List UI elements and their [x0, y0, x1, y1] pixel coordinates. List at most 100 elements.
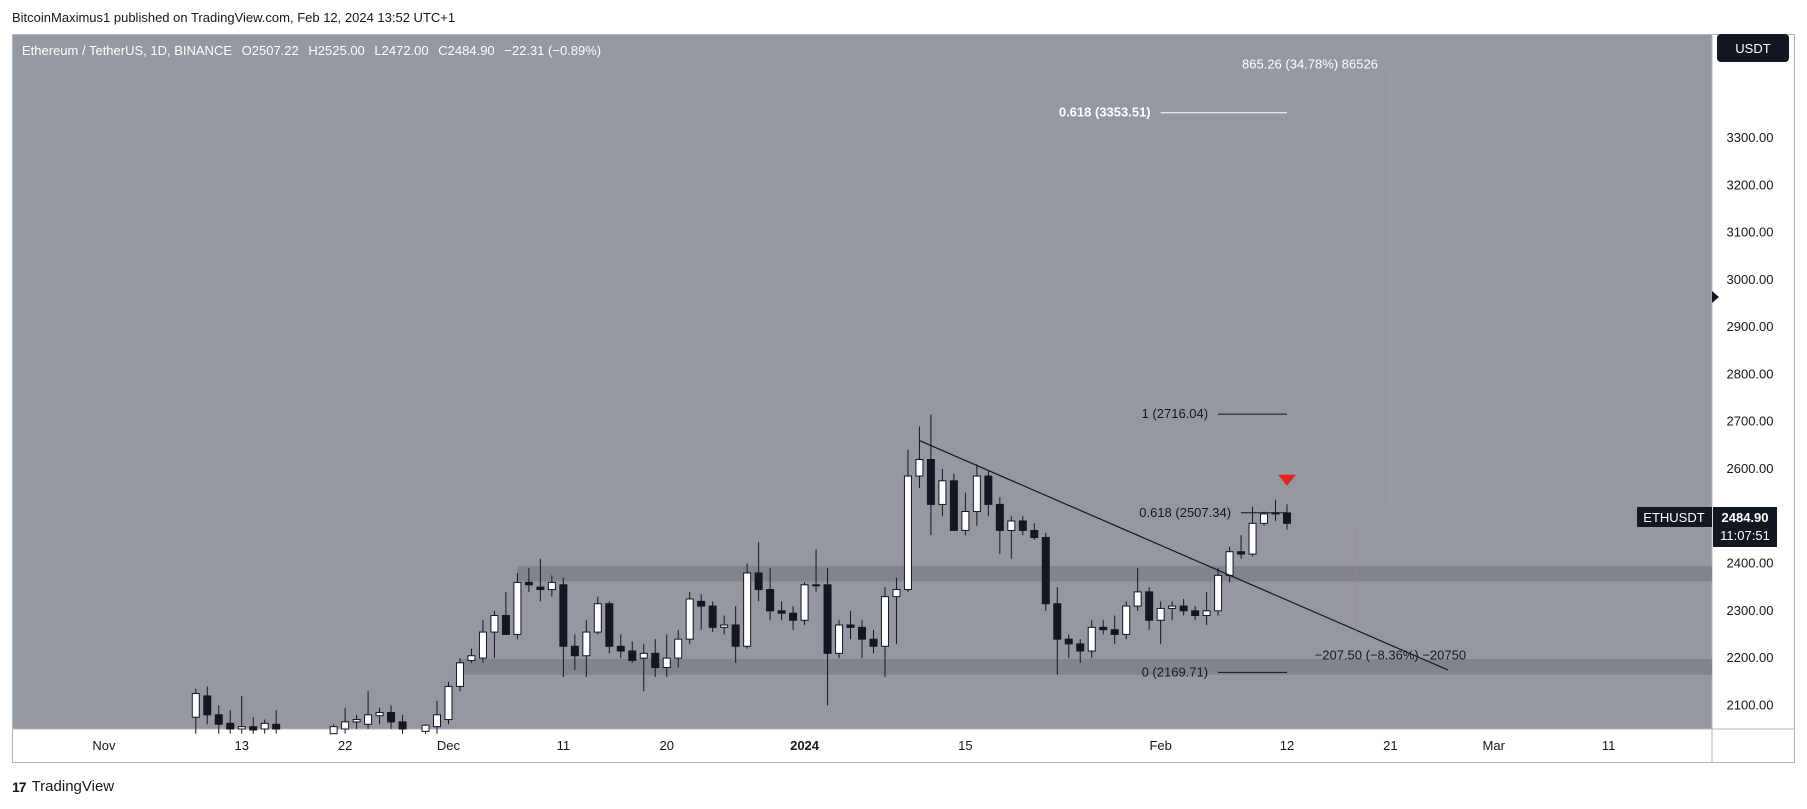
- candle: [1064, 634, 1073, 659]
- y-tick-label: 3200.00: [1727, 177, 1774, 192]
- candle-body-up: [478, 631, 487, 659]
- candle: [846, 610, 855, 640]
- y-tick-label: 2700.00: [1727, 414, 1774, 429]
- time-axis: [12, 729, 1712, 763]
- candle: [226, 710, 235, 734]
- candle-body-up: [421, 724, 430, 732]
- candle: [972, 464, 981, 526]
- candle-body-up: [352, 719, 361, 723]
- currency-button-label: USDT: [1735, 41, 1770, 56]
- candle-body-up: [880, 596, 889, 647]
- footer[interactable]: 17 TradingView: [12, 778, 114, 795]
- candle: [1145, 587, 1154, 630]
- candle-body-up: [329, 726, 338, 735]
- fib-level-label: 0 (2169.71): [1142, 664, 1209, 679]
- candle: [651, 639, 660, 677]
- candle-body-down: [501, 615, 510, 635]
- candle: [743, 563, 752, 649]
- candle-body-up: [743, 572, 752, 647]
- horizontal-zone: [517, 565, 1712, 582]
- candle-body-down: [1283, 512, 1291, 524]
- candle-body-down: [1053, 603, 1062, 640]
- scroll-marker-icon[interactable]: [1712, 291, 1719, 303]
- candle: [352, 714, 361, 729]
- legend-high-label: H: [308, 43, 317, 58]
- candle-body-down: [1041, 537, 1050, 605]
- candle-body-up: [341, 721, 350, 730]
- candle-body-up: [685, 598, 694, 640]
- y-tick-label: 2800.00: [1727, 366, 1774, 381]
- candle: [892, 577, 901, 644]
- candle-body-down: [628, 650, 637, 661]
- legend-close: 2484.90: [448, 43, 495, 58]
- horizontal-zone: [459, 659, 1713, 675]
- candle-body-up: [1214, 574, 1223, 612]
- candle-body-up: [903, 475, 912, 591]
- footer-brand: TradingView: [31, 778, 115, 795]
- candle-body-down: [1018, 520, 1027, 531]
- candle: [903, 450, 912, 592]
- candle: [1030, 523, 1039, 540]
- candle-body-down: [387, 711, 396, 723]
- candle: [387, 705, 396, 729]
- candle-body-down: [651, 652, 660, 669]
- chart-frame: 0.618 (3353.51) 1 (2716.04) 0.618 (2507.34…: [12, 34, 1795, 763]
- legend-change: −22.31 (−0.89%): [504, 43, 601, 58]
- x-tick-label: 22: [338, 738, 352, 753]
- candle: [616, 634, 625, 659]
- candle-body-up: [467, 655, 476, 661]
- candle: [1156, 601, 1165, 644]
- candle: [524, 568, 533, 592]
- currency-button[interactable]: USDT: [1717, 34, 1789, 62]
- candle-body-down: [731, 624, 740, 647]
- candle: [697, 594, 706, 630]
- x-tick-label: Dec: [437, 738, 461, 753]
- legend-open: 2507.22: [252, 43, 299, 58]
- x-tick-label: 21: [1383, 738, 1397, 753]
- candle-body-up: [961, 511, 970, 531]
- candle: [880, 587, 889, 677]
- candle-body-up: [1156, 607, 1165, 621]
- candle-body-down: [559, 584, 568, 647]
- candle-body-up: [513, 581, 522, 635]
- candle-body-down: [858, 626, 866, 640]
- candle: [478, 620, 487, 663]
- candle-body-up: [1202, 610, 1211, 617]
- candle: [685, 591, 694, 644]
- candle: [237, 695, 246, 734]
- candle: [995, 497, 1004, 555]
- candle: [1214, 568, 1223, 616]
- candle-body-down: [1064, 638, 1073, 645]
- candle: [1122, 601, 1131, 640]
- candle: [639, 643, 648, 692]
- x-tick-label: Nov: [92, 738, 116, 753]
- candle: [1018, 516, 1027, 536]
- candle-body-down: [1099, 626, 1108, 631]
- candle: [455, 658, 464, 692]
- chart[interactable]: 0.618 (3353.51) 1 (2716.04) 0.618 (2507.34…: [12, 34, 1795, 763]
- candle-body-down: [823, 584, 832, 654]
- candle: [789, 606, 798, 630]
- candle-body-down: [846, 624, 855, 628]
- candle: [272, 710, 281, 734]
- legend-low-label: L: [374, 43, 381, 58]
- candle: [501, 591, 510, 635]
- candle: [720, 615, 729, 635]
- candle-body-down: [869, 638, 878, 647]
- y-tick-label: 3100.00: [1727, 225, 1774, 240]
- candle-body-down: [777, 610, 786, 614]
- candle: [433, 700, 441, 734]
- candle-body-up: [720, 624, 729, 628]
- candle: [605, 601, 614, 654]
- candle-body-up: [835, 624, 844, 654]
- candle: [800, 582, 809, 625]
- candle: [191, 688, 200, 734]
- candle-body-up: [892, 589, 901, 598]
- candle-body-down: [754, 572, 763, 591]
- candle-body-down: [766, 589, 775, 612]
- plot-background: [12, 34, 1712, 729]
- candle-body-up: [1087, 626, 1096, 652]
- candle-body-down: [398, 721, 407, 730]
- x-tick-label: 13: [234, 738, 248, 753]
- candle-body-up: [1260, 513, 1269, 524]
